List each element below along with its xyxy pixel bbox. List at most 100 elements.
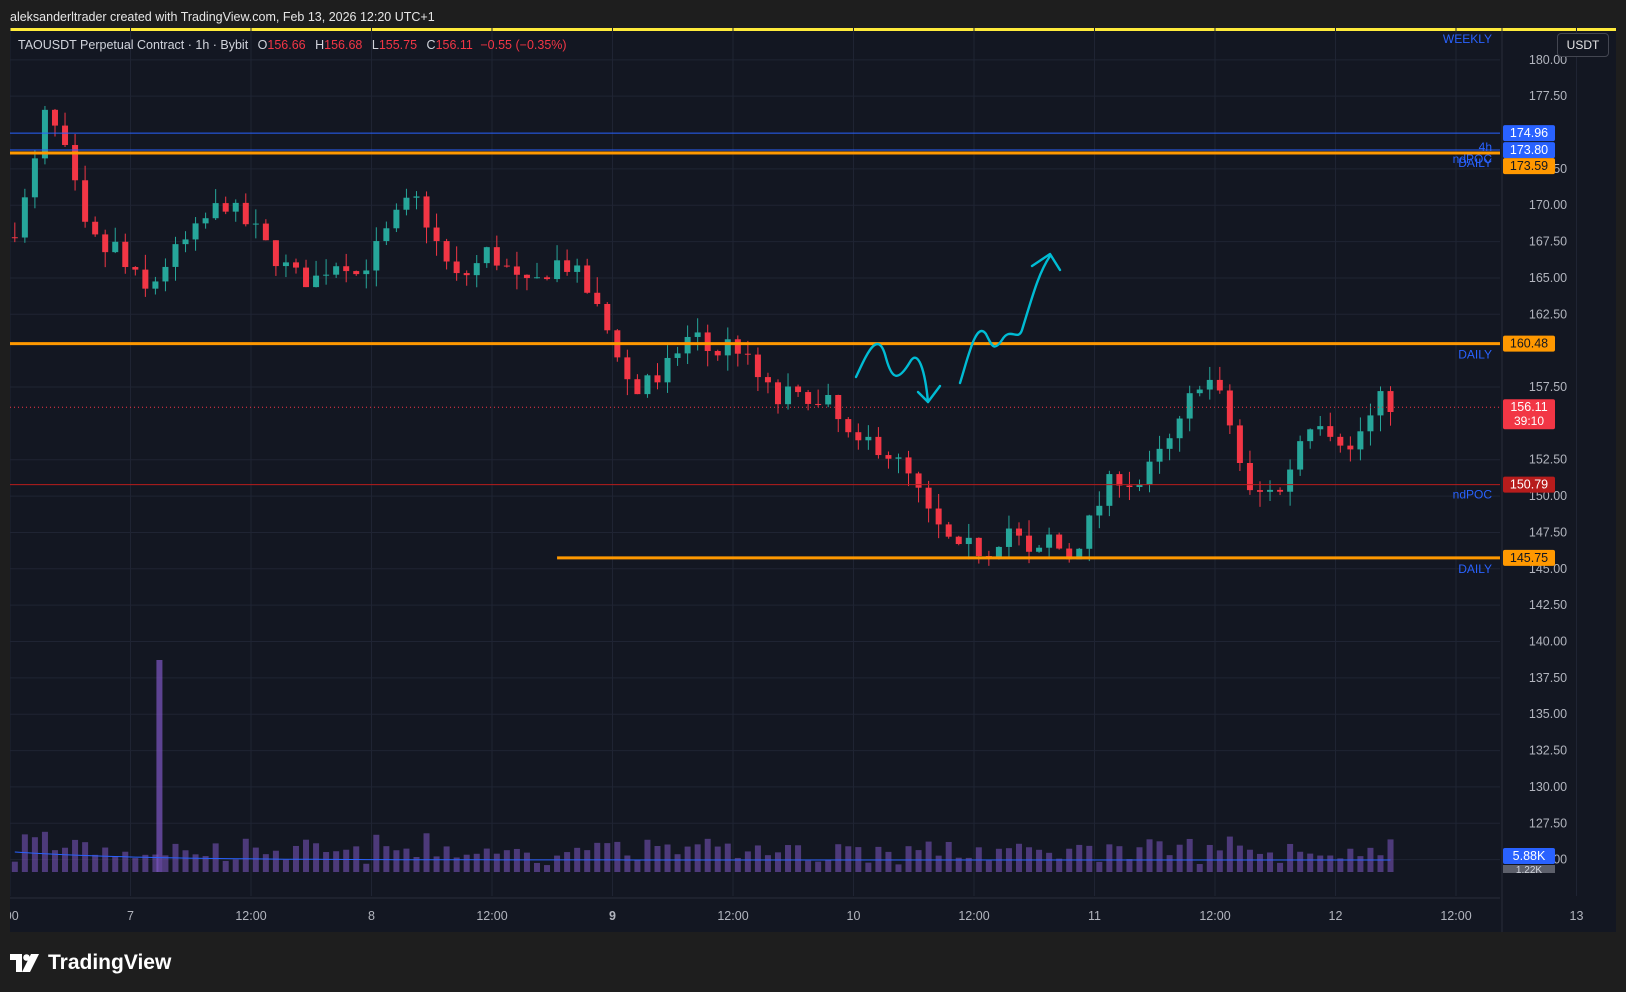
volume-badge-secondary xyxy=(1503,865,1555,873)
candle-body xyxy=(72,145,79,181)
volume-ma-line xyxy=(14,851,1391,861)
volume-bar xyxy=(403,848,410,872)
candle-body xyxy=(383,228,390,242)
volume-bar xyxy=(925,841,932,872)
drawing-path-up xyxy=(958,254,1052,385)
candle-body xyxy=(905,457,912,474)
volume-bar xyxy=(1317,855,1324,872)
volume-bar xyxy=(644,839,651,872)
y-tick-label: 167.50 xyxy=(1529,235,1567,249)
volume-bar xyxy=(1106,844,1113,872)
level-label-daily: DAILY xyxy=(1458,562,1492,576)
price-badge xyxy=(1503,335,1555,352)
x-tick-label: 13 xyxy=(1570,909,1584,923)
y-tick-label: 127.50 xyxy=(1529,816,1567,830)
currency-button[interactable]: USDT xyxy=(1557,33,1609,57)
volume-bar xyxy=(584,850,591,872)
volume-bar xyxy=(805,860,812,872)
candle-body xyxy=(624,357,631,380)
volume-bar xyxy=(845,846,852,872)
candle-body xyxy=(1267,489,1274,492)
chart-frame xyxy=(10,28,1616,932)
candle-body xyxy=(1186,393,1193,419)
candle-body xyxy=(744,353,751,355)
countdown-label: 39:10 xyxy=(1514,414,1544,428)
candle-body xyxy=(845,419,852,433)
volume-bar xyxy=(684,846,691,872)
volume-bar xyxy=(383,846,390,872)
volume-bar xyxy=(473,853,480,872)
volume-bar xyxy=(564,852,571,872)
candle-body xyxy=(935,508,942,525)
candle-body xyxy=(363,270,370,275)
volume-bar xyxy=(935,855,942,872)
volume-bar xyxy=(112,856,119,872)
volume-bar xyxy=(985,860,992,872)
volume-bar xyxy=(413,857,420,872)
tradingview-brand[interactable]: TradingView xyxy=(10,950,171,976)
volume-bar xyxy=(1056,858,1063,872)
y-tick-label: 165.00 xyxy=(1529,271,1567,285)
volume-bar xyxy=(674,854,681,872)
tradingview-logo-icon xyxy=(10,954,39,972)
candle-body xyxy=(1317,426,1324,430)
candle-body xyxy=(1005,528,1012,547)
candle-body xyxy=(323,274,330,276)
volume-bar xyxy=(1307,853,1314,872)
volume-bar xyxy=(1146,839,1153,872)
candle-body xyxy=(82,180,89,222)
volume-bar xyxy=(885,851,892,872)
volume-bar xyxy=(754,845,761,872)
volume-bar xyxy=(634,859,641,872)
x-tick-label: 11 xyxy=(1088,909,1101,923)
volume-bar xyxy=(102,847,109,872)
volume-bar xyxy=(156,660,163,872)
symbol-name[interactable]: TAOUSDT Perpetual Contract · 1h · Bybit xyxy=(18,38,249,52)
price-badge xyxy=(1503,158,1555,175)
volume-bar xyxy=(1337,858,1344,872)
y-tick-label: 137.50 xyxy=(1529,671,1567,685)
level-label-4h: 4h xyxy=(1479,140,1492,154)
high-value: 156.68 xyxy=(324,38,363,52)
y-tick-label: 135.00 xyxy=(1529,707,1567,721)
volume-bar xyxy=(1377,855,1384,872)
candle-body xyxy=(102,234,109,253)
volume-bar xyxy=(232,859,239,872)
volume-bar xyxy=(1186,838,1193,872)
candle-body xyxy=(1066,548,1073,560)
price-badge xyxy=(1503,476,1555,493)
candle-body xyxy=(503,265,510,267)
price-badge-label: 173.80 xyxy=(1510,143,1548,157)
candle-body xyxy=(282,262,289,267)
level-label-ndpoc-upper: ndPOC xyxy=(1453,152,1493,166)
candle-body xyxy=(1337,436,1344,446)
candle-body xyxy=(333,266,340,275)
volume-bar xyxy=(945,841,952,872)
candle-body xyxy=(1136,484,1143,488)
candle-body xyxy=(1216,379,1223,391)
volume-bar xyxy=(734,857,741,872)
candle-body xyxy=(594,292,601,305)
y-tick-label: 162.50 xyxy=(1529,307,1567,321)
price-chart[interactable]: WEEKLY4hDAILYndPOCDAILYndPOCDAILY180.001… xyxy=(10,28,1616,932)
volume-bar xyxy=(714,846,721,872)
candle-body xyxy=(554,260,561,280)
volume-bar xyxy=(282,859,289,872)
candle-body xyxy=(1277,489,1284,492)
candle-body xyxy=(654,375,661,383)
candle-body xyxy=(945,524,952,537)
candle-body xyxy=(664,357,671,383)
candle-body xyxy=(533,277,540,279)
candle-body xyxy=(1116,474,1123,486)
volume-bar xyxy=(272,850,279,872)
close-label: C xyxy=(426,38,436,52)
y-tick-label: 152.50 xyxy=(1529,453,1567,467)
volume-bar xyxy=(594,842,601,872)
drawing-path-down xyxy=(854,342,930,404)
price-badge-label: 174.96 xyxy=(1510,126,1548,140)
candle-body xyxy=(212,203,219,219)
candle-body xyxy=(1015,528,1022,536)
candle-body xyxy=(795,386,802,393)
y-tick-label: 157.50 xyxy=(1529,380,1567,394)
candle-body xyxy=(805,392,812,404)
